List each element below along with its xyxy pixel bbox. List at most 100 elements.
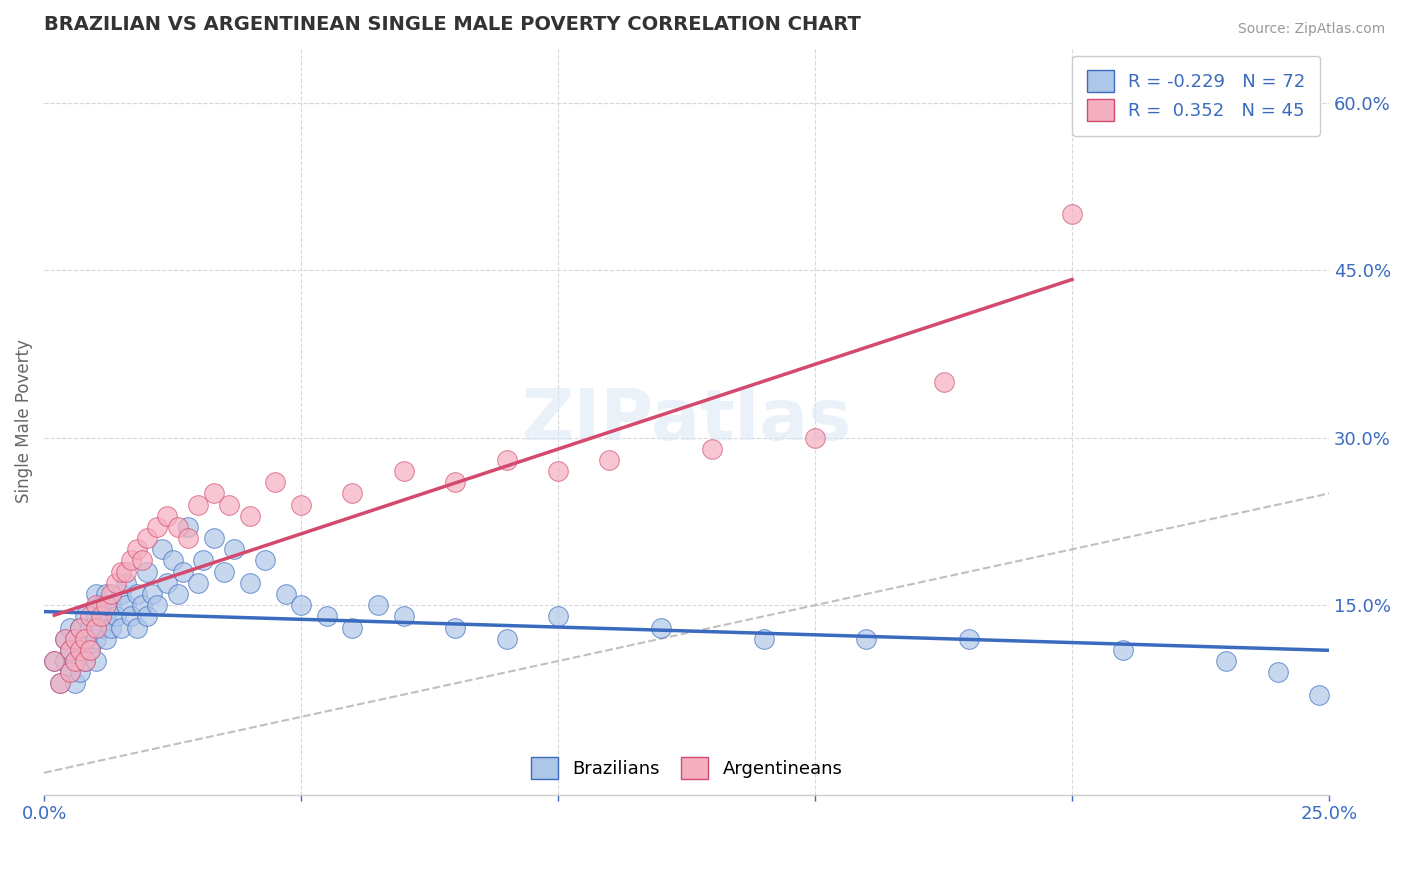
Point — [957, 632, 980, 646]
Point — [274, 587, 297, 601]
Point — [75, 654, 97, 668]
Point — [75, 654, 97, 668]
Point — [100, 587, 122, 601]
Point — [84, 609, 107, 624]
Point — [598, 453, 620, 467]
Point — [69, 620, 91, 634]
Point — [94, 609, 117, 624]
Point — [63, 654, 86, 668]
Point — [367, 598, 389, 612]
Point — [702, 442, 724, 456]
Point — [444, 475, 467, 490]
Point — [855, 632, 877, 646]
Point — [166, 587, 188, 601]
Point — [125, 620, 148, 634]
Point — [202, 486, 225, 500]
Point — [1060, 207, 1083, 221]
Point — [166, 520, 188, 534]
Point — [53, 654, 76, 668]
Point — [131, 598, 153, 612]
Point — [48, 676, 70, 690]
Point — [290, 498, 312, 512]
Point — [193, 553, 215, 567]
Point — [105, 575, 128, 590]
Point — [187, 575, 209, 590]
Point — [1308, 688, 1330, 702]
Point — [315, 609, 337, 624]
Point — [146, 598, 169, 612]
Point — [75, 609, 97, 624]
Point — [115, 565, 138, 579]
Point — [115, 575, 138, 590]
Point — [79, 643, 101, 657]
Point — [125, 542, 148, 557]
Point — [48, 676, 70, 690]
Point — [94, 587, 117, 601]
Point — [63, 676, 86, 690]
Point — [79, 609, 101, 624]
Point — [932, 375, 955, 389]
Point — [69, 643, 91, 657]
Point — [392, 464, 415, 478]
Point — [218, 498, 240, 512]
Point — [84, 632, 107, 646]
Point — [264, 475, 287, 490]
Point — [135, 531, 157, 545]
Point — [90, 609, 112, 624]
Point — [146, 520, 169, 534]
Point — [90, 620, 112, 634]
Point — [79, 643, 101, 657]
Point — [53, 632, 76, 646]
Point — [290, 598, 312, 612]
Point — [650, 620, 672, 634]
Point — [94, 632, 117, 646]
Text: Source: ZipAtlas.com: Source: ZipAtlas.com — [1237, 22, 1385, 37]
Point — [547, 464, 569, 478]
Point — [59, 643, 82, 657]
Point — [100, 598, 122, 612]
Point — [69, 665, 91, 680]
Point — [212, 565, 235, 579]
Point — [1215, 654, 1237, 668]
Point — [495, 453, 517, 467]
Point — [177, 531, 200, 545]
Point — [100, 620, 122, 634]
Point — [342, 620, 364, 634]
Point — [392, 609, 415, 624]
Point — [254, 553, 277, 567]
Point — [150, 542, 173, 557]
Point — [239, 575, 262, 590]
Point — [59, 643, 82, 657]
Point — [59, 665, 82, 680]
Point — [53, 632, 76, 646]
Point — [110, 587, 132, 601]
Point — [1112, 643, 1135, 657]
Point — [84, 654, 107, 668]
Point — [84, 598, 107, 612]
Point — [202, 531, 225, 545]
Point — [752, 632, 775, 646]
Point — [63, 632, 86, 646]
Point — [84, 587, 107, 601]
Point — [141, 587, 163, 601]
Point — [84, 620, 107, 634]
Point — [172, 565, 194, 579]
Point — [69, 620, 91, 634]
Point — [495, 632, 517, 646]
Point — [69, 643, 91, 657]
Point — [177, 520, 200, 534]
Point — [110, 565, 132, 579]
Point — [63, 632, 86, 646]
Point — [1267, 665, 1289, 680]
Point — [63, 654, 86, 668]
Text: BRAZILIAN VS ARGENTINEAN SINGLE MALE POVERTY CORRELATION CHART: BRAZILIAN VS ARGENTINEAN SINGLE MALE POV… — [44, 15, 860, 34]
Point — [94, 598, 117, 612]
Point — [125, 587, 148, 601]
Point — [44, 654, 66, 668]
Point — [44, 654, 66, 668]
Point — [239, 508, 262, 523]
Point — [75, 632, 97, 646]
Point — [121, 609, 143, 624]
Point — [79, 620, 101, 634]
Point — [156, 508, 179, 523]
